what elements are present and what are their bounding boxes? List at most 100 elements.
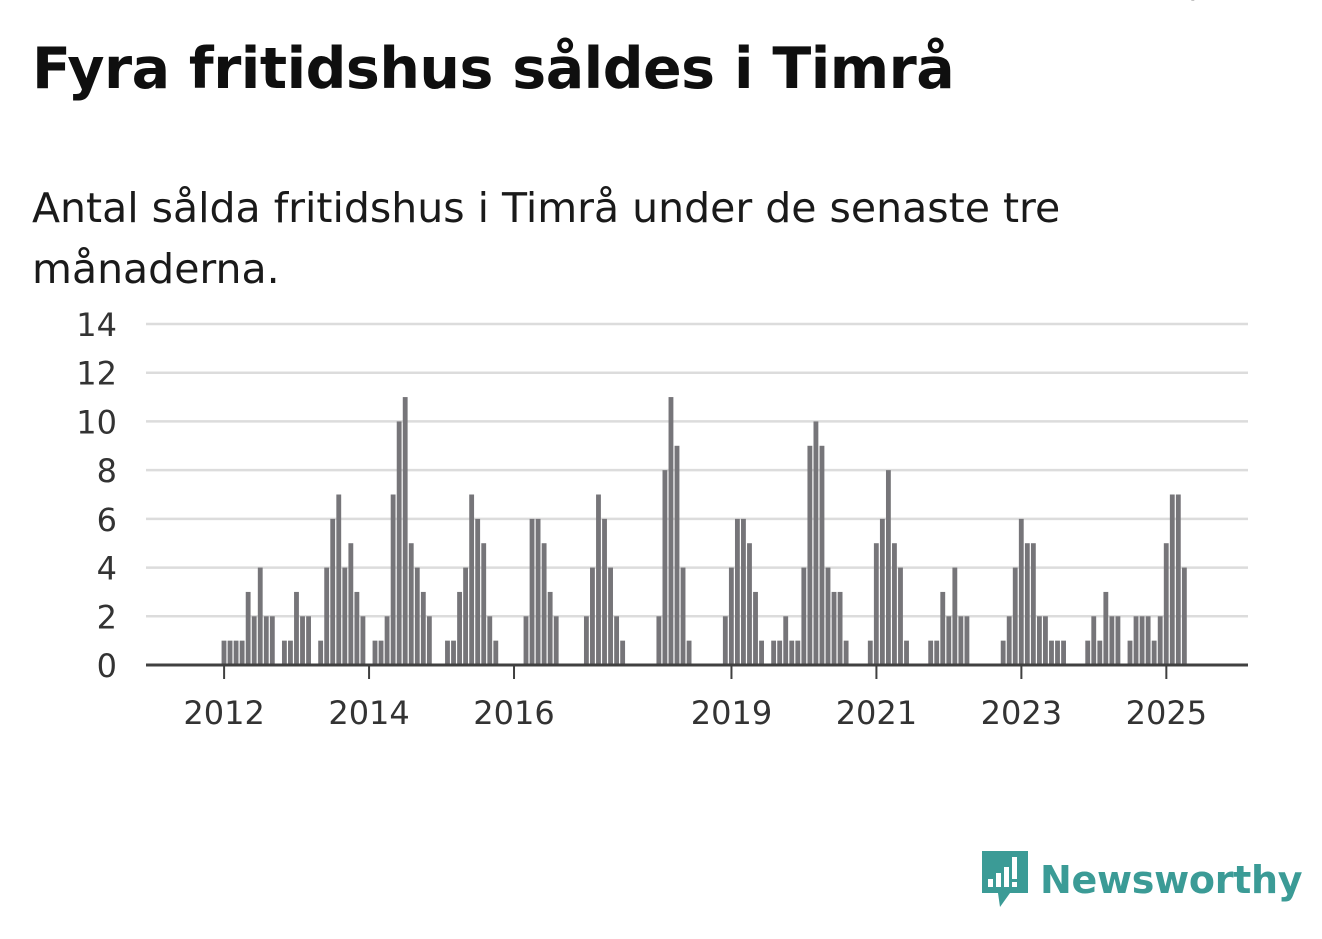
bar: [463, 567, 469, 665]
bar: [1049, 640, 1054, 665]
bar: [354, 591, 360, 665]
bar: [1145, 616, 1151, 665]
bar: [469, 494, 475, 665]
bar: [300, 616, 305, 665]
bar: [777, 640, 783, 665]
bar: [390, 494, 396, 665]
bar: [771, 640, 777, 665]
chart-title: Fyra fritidshus såldes i Timrå: [32, 36, 955, 102]
bar: [221, 640, 227, 665]
newsworthy-logo-icon: [982, 851, 1028, 907]
y-tick-label: 10: [76, 403, 117, 441]
bar: [680, 567, 686, 665]
bar: [1055, 640, 1060, 665]
bar: [1018, 518, 1024, 665]
bar: [318, 640, 324, 665]
bar: [801, 567, 807, 665]
bar: [656, 616, 662, 665]
bar: [837, 591, 843, 665]
bar: [487, 616, 493, 665]
bar: [1169, 494, 1175, 665]
bar: [1043, 616, 1048, 665]
x-tick-label: 2021: [836, 694, 917, 732]
bar: [414, 567, 420, 665]
bar: [747, 543, 752, 665]
bar: [934, 640, 940, 665]
bar: [873, 543, 879, 665]
bar: [753, 591, 758, 665]
bar: [1097, 640, 1103, 665]
bar: [892, 543, 897, 665]
bar: [330, 518, 336, 665]
bar: [402, 397, 408, 665]
bar: [457, 591, 462, 665]
bar: [1133, 616, 1139, 665]
y-tick-label: 2: [97, 598, 117, 636]
bar: [396, 421, 402, 665]
bar: [342, 567, 348, 665]
bar: [475, 518, 481, 665]
bar: [1163, 543, 1169, 665]
bar: [602, 518, 607, 665]
bar: [614, 616, 620, 665]
x-tick-label: 2023: [981, 694, 1062, 732]
data-label: 4: [1180, 0, 1199, 8]
bar: [662, 470, 668, 665]
bar: [1061, 640, 1066, 665]
bar: [668, 397, 674, 665]
bar: [233, 640, 239, 665]
bar: [1006, 616, 1012, 665]
bar: [596, 494, 601, 665]
chart-subtitle: Antal sålda fritidshus i Timrå under de …: [32, 184, 1061, 293]
bar: [722, 616, 728, 665]
bar: [964, 616, 970, 665]
bar: [245, 591, 251, 665]
y-tick-label: 8: [97, 452, 117, 490]
bar: [336, 494, 342, 665]
y-tick-label: 0: [97, 647, 117, 685]
bar: [445, 640, 450, 665]
bar: [420, 591, 426, 665]
bar: [590, 567, 595, 665]
bar: [451, 640, 456, 665]
bar: [898, 567, 903, 665]
y-tick-label: 12: [76, 355, 117, 393]
bar: [879, 518, 885, 665]
x-tick-label: 2014: [328, 694, 409, 732]
bar: [306, 616, 311, 665]
bar: [378, 640, 384, 665]
bar: [946, 616, 952, 665]
bar: [1036, 616, 1042, 665]
bar: [294, 591, 299, 665]
bar: [281, 640, 287, 665]
bar: [257, 567, 263, 665]
bar: [759, 640, 764, 665]
bar: [813, 421, 819, 665]
bar: [493, 640, 499, 665]
bar: [529, 518, 535, 665]
bar: [1181, 567, 1187, 665]
bar: [952, 567, 958, 665]
bar: [384, 616, 390, 665]
bar: [1139, 616, 1145, 665]
bar: [324, 567, 330, 665]
bar: [481, 543, 487, 665]
bar: [885, 470, 891, 665]
bar: [541, 543, 547, 665]
bar: [728, 567, 734, 665]
bar: [928, 640, 934, 665]
bar: [263, 616, 269, 665]
y-tick-label: 6: [97, 501, 117, 539]
x-tick-label: 2019: [691, 694, 772, 732]
bar: [1157, 616, 1163, 665]
bar-chart: 0 2 4 6 8 10 12 14 2012 2014 2016 2019 2021 2023 2025 4: [76, 0, 1248, 732]
bar: [904, 640, 909, 665]
bar: [795, 640, 801, 665]
bar: [1085, 640, 1091, 665]
bar: [741, 518, 746, 665]
bar: [1030, 543, 1036, 665]
bar: [269, 616, 275, 665]
bar: [674, 445, 680, 665]
bar: [348, 543, 354, 665]
